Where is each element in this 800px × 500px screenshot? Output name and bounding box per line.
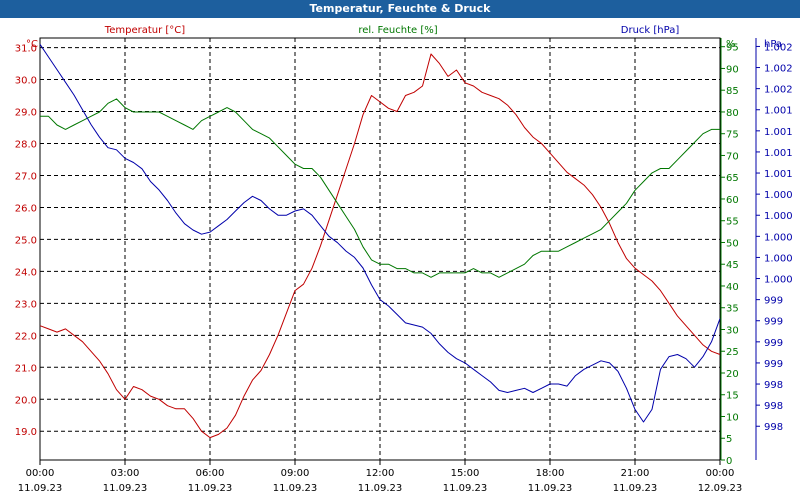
humidity-tick-label: 15 bbox=[726, 391, 739, 402]
pressure-tick-label: 1.000 bbox=[764, 253, 793, 264]
pressure-unit-label: hPa bbox=[764, 39, 782, 50]
pressure-tick-label: 998 bbox=[764, 401, 783, 412]
pressure-tick-label: 1.000 bbox=[764, 275, 793, 286]
pressure-tick-label: 999 bbox=[764, 338, 783, 349]
temperature-tick-label: 26.0 bbox=[15, 203, 37, 214]
x-tick-date: 11.09.23 bbox=[18, 483, 63, 494]
pressure-tick-label: 1.000 bbox=[764, 232, 793, 243]
temperature-tick-label: 20.0 bbox=[15, 395, 37, 406]
temperature-tick-label: 30.0 bbox=[15, 76, 37, 87]
x-tick-time: 00:00 bbox=[26, 468, 55, 479]
time-axis: 00:00 11.09.23 03:00 11.09.23 06:00 11.09.23 0… bbox=[18, 460, 743, 494]
x-tick-date: 11.09.23 bbox=[358, 483, 403, 494]
legend-humidity: rel. Feuchte [%] bbox=[358, 25, 437, 36]
humidity-tick-label: 10 bbox=[726, 412, 739, 423]
x-tick-date: 11.09.23 bbox=[273, 483, 318, 494]
legend-pressure: Druck [hPa] bbox=[621, 25, 680, 36]
temperature-unit-label: °C bbox=[26, 39, 38, 50]
humidity-tick-label: 5 bbox=[726, 434, 732, 445]
pressure-tick-label: 1.001 bbox=[764, 169, 793, 180]
pressure-tick-label: 1.001 bbox=[764, 127, 793, 138]
pressure-axis: 1.002 1.002 1.002 1.001 1.001 1.001 1.001 1.000… bbox=[755, 38, 793, 460]
humidity-tick-label: 25 bbox=[726, 347, 739, 358]
temperature-tick-label: 25.0 bbox=[15, 235, 37, 246]
pressure-tick-label: 1.002 bbox=[764, 64, 793, 75]
humidity-unit-label: % bbox=[726, 39, 736, 50]
pressure-series-line bbox=[39, 44, 721, 423]
temperature-tick-label: 29.0 bbox=[15, 108, 37, 119]
legend-temperature: Temperatur [°C] bbox=[104, 25, 185, 36]
x-tick-time: 03:00 bbox=[111, 468, 140, 479]
x-tick-time: 18:00 bbox=[536, 468, 565, 479]
x-tick-date: 11.09.23 bbox=[103, 483, 148, 494]
pressure-tick-label: 1.002 bbox=[764, 42, 793, 53]
series-lines bbox=[39, 44, 721, 439]
humidity-tick-label: 30 bbox=[726, 325, 739, 336]
humidity-tick-label: 55 bbox=[726, 217, 739, 228]
humidity-tick-label: 0 bbox=[726, 456, 732, 467]
pressure-tick-label: 1.000 bbox=[764, 190, 793, 201]
pressure-tick-label: 1.001 bbox=[764, 106, 793, 117]
pressure-tick-label: 1.000 bbox=[764, 211, 793, 222]
humidity-tick-label: 65 bbox=[726, 173, 739, 184]
temperature-tick-label: 19.0 bbox=[15, 427, 37, 438]
pressure-tick-label: 998 bbox=[764, 380, 783, 391]
temperature-tick-label: 28.0 bbox=[15, 140, 37, 151]
x-tick-date: 11.09.23 bbox=[613, 483, 658, 494]
humidity-tick-label: 60 bbox=[726, 195, 739, 206]
temperature-axis: 31.0 30.0 29.0 28.0 27.0 26.0 25.0 24.0 23.0 22.0… bbox=[15, 44, 37, 439]
humidity-tick-label: 70 bbox=[726, 151, 739, 162]
humidity-tick-label: 35 bbox=[726, 304, 739, 315]
x-tick-date: 12.09.23 bbox=[698, 483, 743, 494]
humidity-tick-label: 40 bbox=[726, 282, 739, 293]
grid-lines bbox=[40, 38, 720, 460]
temperature-tick-label: 27.0 bbox=[15, 171, 37, 182]
temperature-tick-label: 31.0 bbox=[15, 44, 37, 55]
humidity-tick-label: 50 bbox=[726, 238, 739, 249]
pressure-tick-label: 1.002 bbox=[764, 85, 793, 96]
humidity-tick-label: 85 bbox=[726, 86, 739, 97]
humidity-tick-label: 95 bbox=[726, 43, 739, 54]
temperature-tick-label: 22.0 bbox=[15, 331, 37, 342]
x-tick-time: 00:00 bbox=[706, 468, 735, 479]
x-tick-date: 11.09.23 bbox=[443, 483, 488, 494]
humidity-series-line bbox=[40, 98, 720, 278]
x-tick-time: 21:00 bbox=[621, 468, 650, 479]
humidity-tick-label: 20 bbox=[726, 369, 739, 380]
temperature-tick-label: 24.0 bbox=[15, 267, 37, 278]
x-tick-time: 09:00 bbox=[281, 468, 310, 479]
temperature-tick-label: 21.0 bbox=[15, 363, 37, 374]
x-tick-date: 11.09.23 bbox=[188, 483, 233, 494]
chart-title: Temperatur, Feuchte & Druck bbox=[0, 0, 800, 18]
temperature-tick-label: 23.0 bbox=[15, 299, 37, 310]
humidity-tick-label: 90 bbox=[726, 64, 739, 75]
pressure-tick-label: 999 bbox=[764, 359, 783, 370]
x-tick-time: 15:00 bbox=[451, 468, 480, 479]
pressure-tick-label: 1.001 bbox=[764, 148, 793, 159]
x-tick-time: 06:00 bbox=[196, 468, 225, 479]
pressure-tick-label: 998 bbox=[764, 422, 783, 433]
pressure-tick-label: 999 bbox=[764, 317, 783, 328]
x-tick-time: 12:00 bbox=[366, 468, 395, 479]
humidity-tick-label: 45 bbox=[726, 260, 739, 271]
humidity-tick-label: 80 bbox=[726, 108, 739, 119]
temperature-series-line bbox=[39, 53, 721, 439]
humidity-tick-label: 75 bbox=[726, 130, 739, 141]
pressure-tick-label: 999 bbox=[764, 296, 783, 307]
x-tick-date: 11.09.23 bbox=[528, 483, 573, 494]
